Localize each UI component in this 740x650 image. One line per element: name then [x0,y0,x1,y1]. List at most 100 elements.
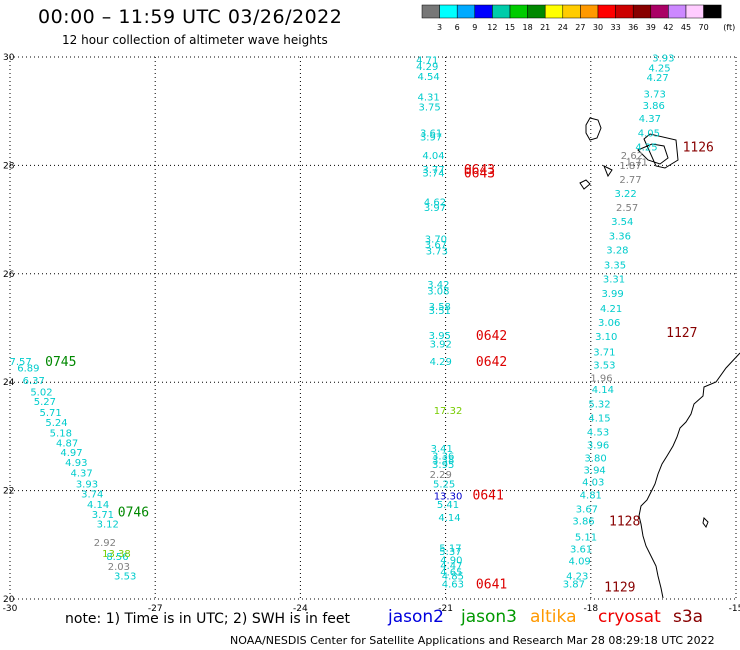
wave-height-value: 3.86 [572,516,594,527]
island-outline [702,516,709,529]
wave-height-value: 2.62 [621,151,643,162]
x-tick-label: -21 [438,604,453,614]
wave-height-value: 4.27 [646,73,668,84]
wave-height-value: 2.29 [430,470,452,481]
colorbar-label: 33 [611,23,621,32]
wave-height-value: 4.05 [638,128,660,139]
colorbar-label: 70 [699,23,709,32]
wave-height-value: 3.53 [593,360,615,371]
wave-height-value: 3.71 [593,347,615,358]
wave-height-value: 3.96 [587,441,609,452]
wave-height-value: 4.71 [416,56,438,67]
y-tick-label: 20 [3,595,15,605]
wave-height-value: 3.67 [425,240,447,251]
wave-height-value: 6.89 [17,364,39,375]
x-tick-label: -27 [148,604,163,614]
colorbar-label: 39 [646,23,656,32]
wave-height-value: 3.97 [424,203,446,214]
wave-height-value: 3.93 [652,54,674,65]
colorbar-swatch [668,4,687,19]
wave-height-value: 3.86 [643,101,665,112]
x-tick-label: -15 [729,604,740,614]
wave-height-value: 3.77 [422,165,444,176]
wave-height-value: 5.17 [439,544,461,555]
wave-height-value: 3.54 [611,217,633,228]
wave-height-value: 5.41 [437,500,459,511]
chart-subtitle: 12 hour collection of altimeter wave hei… [62,33,328,47]
x-tick-label: -18 [583,604,598,614]
wave-height-value: 3.22 [615,189,637,200]
colorbar-label: 24 [558,23,568,32]
y-tick-label: 28 [3,161,15,171]
wave-height-value: 3.67 [576,504,598,515]
wave-height-value: 4.23 [566,572,588,583]
canary-islands-coastline [579,117,679,190]
wave-height-value: 3.71 [92,510,114,521]
wave-height-value: 3.36 [432,451,454,462]
wave-height-value: 4.15 [588,413,610,424]
x-tick-label: -30 [3,604,18,614]
wave-height-value: 4.09 [569,557,591,568]
x-tick-label: -24 [293,604,308,614]
wave-height-value: 8.56 [106,552,128,563]
satellite-legend-s3a: s3a [673,607,704,627]
pass-time-label: 0642 [476,355,507,370]
wave-height-value: 3.93 [76,480,98,491]
colorbar-label: 6 [455,23,460,32]
wave-height-value: 5.24 [45,418,67,429]
colorbar-swatch [544,4,564,19]
wave-height-value: 4.54 [418,72,440,83]
pass-time-label: 0746 [118,506,149,521]
wave-height-value: 4.31 [418,93,440,104]
wave-height-value: 3.99 [601,289,623,300]
footer-credit: NOAA/NESDIS Center for Satellite Applica… [230,634,715,647]
wave-height-value: 3.12 [97,520,119,531]
wave-height-value: 3.38 [432,456,454,467]
wave-height-value: 3.53 [114,572,136,583]
colorbar-unit: (ft) [723,23,735,32]
wave-height-value: 2.77 [619,175,641,186]
satellite-legend-altika: altika [530,607,577,627]
wave-height-value: 3.06 [598,318,620,329]
wave-height-value: 5.25 [433,480,455,491]
wave-height-value: 4.90 [440,555,462,566]
colorbar-label: 30 [593,23,603,32]
wave-height-value: 3.41 [431,444,453,455]
colorbar-swatch [527,4,546,19]
y-tick-label: 26 [3,270,15,280]
colorbar-swatch [492,4,511,19]
wave-height-value: 3.42 [427,280,449,291]
wave-height-value: 1.96 [590,373,612,384]
wave-height-value: 2.92 [94,538,116,549]
africa-coastline [638,352,740,599]
wave-height-value: 3.58 [429,302,451,313]
colorbar-label: 12 [487,23,497,32]
axis-frame: -30 -27 -24 -21 -18 -15 20 22 24 26 28 30 [3,53,740,614]
wave-height-value: 4.03 [582,477,604,488]
wave-height-value: 4.63 [442,579,464,590]
colorbar-label: 3 [437,23,442,32]
wave-height-value: 4.14 [87,500,109,511]
wave-height-value: 3.75 [418,102,440,113]
wave-height-value: 3.74 [81,489,103,500]
colorbar-swatch [509,4,528,19]
lat-lon-grid [9,56,737,600]
wave-height-value: 1.71 [626,158,648,169]
colorbar-label: 15 [505,23,515,32]
colorbar-swatch [580,4,599,19]
wave-height-value: 3.95 [432,460,454,471]
pass-time-label: 1126 [683,140,714,155]
pass-time-label: 0642 [476,329,507,344]
wave-height-value: 5.27 [34,397,56,408]
pass-time-label: 0641 [473,488,504,503]
wave-height-values: 7.576.896.375.025.275.715.245.184.874.97… [10,54,675,591]
colorbar-swatch [439,4,458,19]
wave-height-value: 13.30 [434,491,463,502]
wave-height-value: 5.02 [30,387,52,398]
wave-height-value: 4.14 [438,513,460,524]
y-tick-label: 30 [3,53,15,63]
wave-height-value: 3.80 [585,454,607,465]
colorbar-swatch [632,4,652,19]
pass-time-label: 1129 [604,581,635,596]
